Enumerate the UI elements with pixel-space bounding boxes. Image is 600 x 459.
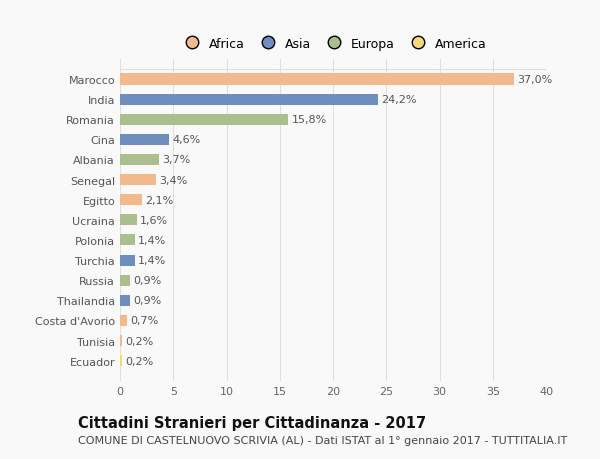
- Text: COMUNE DI CASTELNUOVO SCRIVIA (AL) - Dati ISTAT al 1° gennaio 2017 - TUTTITALIA.: COMUNE DI CASTELNUOVO SCRIVIA (AL) - Dat…: [78, 435, 567, 445]
- Bar: [120, 295, 130, 306]
- Bar: [120, 114, 288, 125]
- Bar: [120, 275, 130, 286]
- Text: 1,4%: 1,4%: [138, 235, 166, 246]
- Bar: [120, 235, 135, 246]
- Text: 3,4%: 3,4%: [160, 175, 188, 185]
- Bar: [120, 95, 378, 106]
- Bar: [120, 155, 160, 166]
- Bar: [120, 195, 142, 206]
- Bar: [120, 134, 169, 146]
- Text: 37,0%: 37,0%: [517, 75, 553, 85]
- Legend: Africa, Asia, Europa, America: Africa, Asia, Europa, America: [175, 34, 491, 54]
- Text: 4,6%: 4,6%: [172, 135, 200, 145]
- Text: 0,7%: 0,7%: [131, 316, 159, 326]
- Text: 0,9%: 0,9%: [133, 296, 161, 306]
- Bar: [120, 215, 137, 226]
- Text: 2,1%: 2,1%: [146, 195, 174, 205]
- Text: 0,2%: 0,2%: [125, 356, 154, 366]
- Text: 1,4%: 1,4%: [138, 256, 166, 265]
- Bar: [120, 335, 122, 346]
- Bar: [120, 315, 127, 326]
- Text: 1,6%: 1,6%: [140, 215, 169, 225]
- Text: 3,7%: 3,7%: [163, 155, 191, 165]
- Bar: [120, 174, 156, 186]
- Bar: [120, 74, 514, 85]
- Text: 15,8%: 15,8%: [292, 115, 327, 125]
- Text: Cittadini Stranieri per Cittadinanza - 2017: Cittadini Stranieri per Cittadinanza - 2…: [78, 415, 426, 431]
- Text: 0,2%: 0,2%: [125, 336, 154, 346]
- Text: 24,2%: 24,2%: [381, 95, 416, 105]
- Bar: [120, 255, 135, 266]
- Text: 0,9%: 0,9%: [133, 275, 161, 285]
- Bar: [120, 355, 122, 366]
